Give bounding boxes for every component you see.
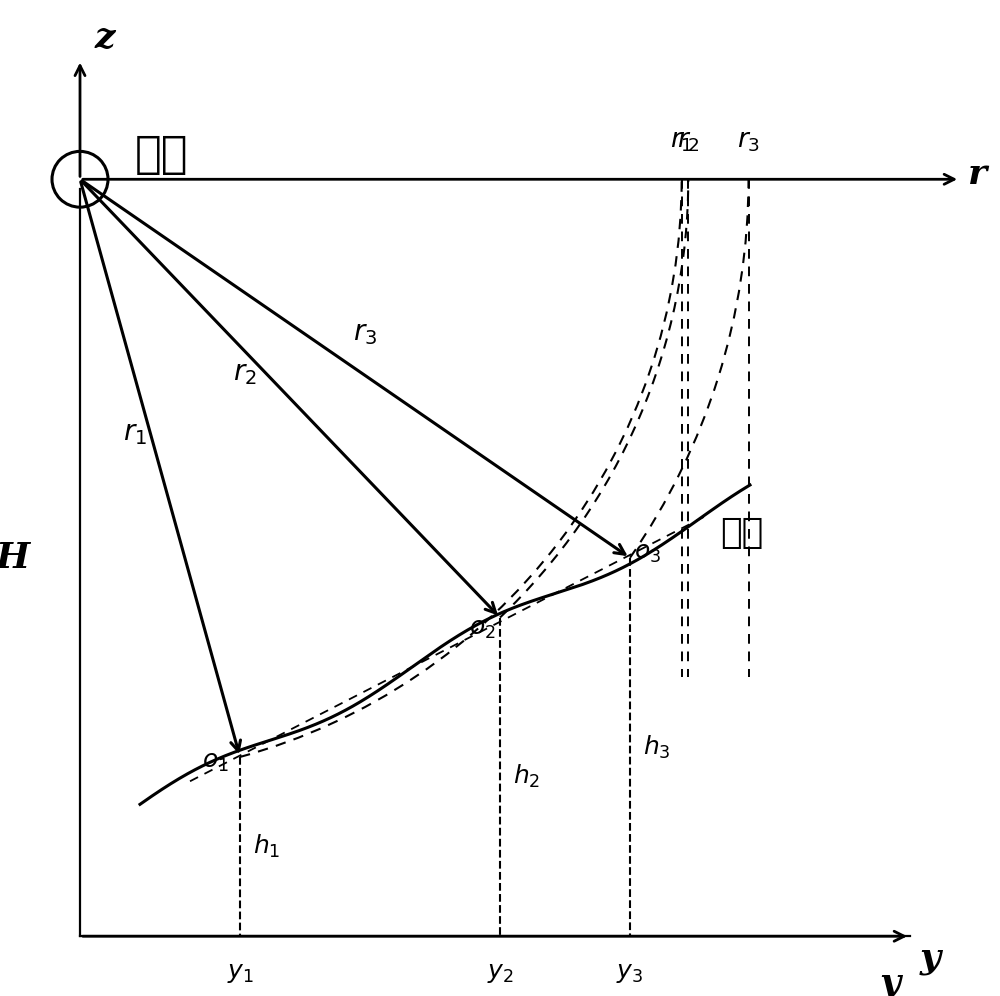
Text: $r_1$: $r_1$ (670, 129, 693, 154)
Text: z: z (95, 21, 116, 55)
Text: $y_1$: $y_1$ (227, 961, 253, 985)
Text: $y_3$: $y_3$ (616, 961, 644, 985)
Text: r: r (968, 157, 987, 191)
Text: $y_2$: $y_2$ (487, 961, 513, 985)
Text: 基阵: 基阵 (135, 132, 188, 176)
Text: $o_3$: $o_3$ (634, 541, 662, 565)
Text: $r_3$: $r_3$ (737, 129, 760, 154)
Text: $r_2$: $r_2$ (233, 360, 257, 387)
Text: $h_3$: $h_3$ (643, 733, 671, 761)
Text: $r_2$: $r_2$ (677, 129, 700, 154)
Text: $h_2$: $h_2$ (513, 763, 540, 791)
Text: 水底: 水底 (720, 516, 763, 550)
Text: y: y (920, 941, 941, 975)
Text: y: y (880, 966, 900, 996)
Text: $r_3$: $r_3$ (353, 320, 377, 348)
Text: H: H (0, 541, 30, 575)
Text: $r_1$: $r_1$ (123, 419, 147, 447)
Text: $h_1$: $h_1$ (253, 833, 280, 861)
Text: $o_2$: $o_2$ (469, 618, 495, 641)
Text: $o_1$: $o_1$ (202, 750, 228, 774)
